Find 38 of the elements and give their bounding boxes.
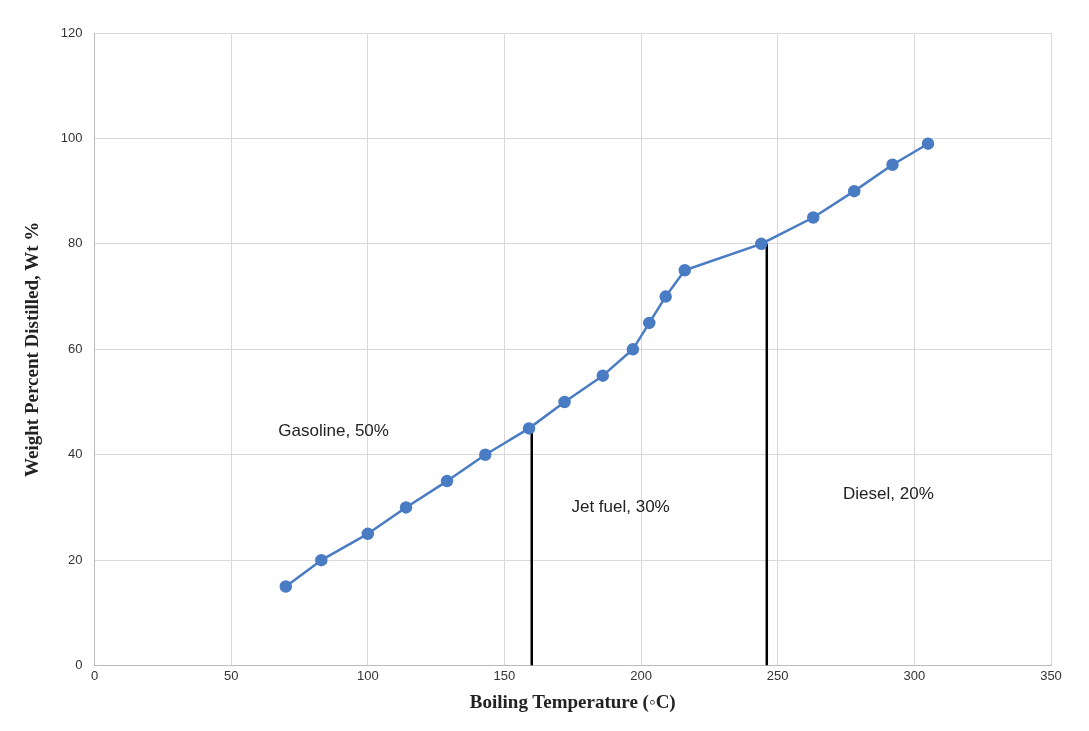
- point: [361, 527, 375, 541]
- annotation: Jet fuel, 30%: [571, 497, 670, 517]
- x-tick-label: 350: [1040, 667, 1062, 683]
- point: [626, 343, 640, 356]
- x-tick-label: 250: [766, 667, 789, 683]
- x-tick-label: 100: [356, 667, 379, 683]
- x-tick-label: 50: [223, 667, 239, 683]
- x-axis-title: Boiling Temperature (◦C): [469, 690, 676, 713]
- annotation: Diesel, 20%: [843, 484, 934, 504]
- x-tick-label: 0: [90, 667, 99, 683]
- y-tick-label: 100: [60, 130, 83, 146]
- y-tick-label: 40: [68, 446, 83, 462]
- point: [558, 395, 571, 409]
- point: [847, 184, 861, 198]
- point: [399, 501, 413, 514]
- y-tick-label: 80: [68, 235, 83, 251]
- point: [479, 448, 492, 461]
- point: [440, 474, 454, 488]
- y-tick-label: 60: [68, 340, 83, 356]
- point: [921, 137, 935, 150]
- y-tick-label: 0: [75, 657, 83, 673]
- point: [596, 369, 610, 382]
- x-tick-label: 150: [493, 667, 516, 683]
- point: [806, 211, 820, 224]
- point: [678, 263, 692, 277]
- y-tick-label: 120: [60, 24, 83, 40]
- x-tick-label: 300: [903, 667, 926, 683]
- point: [755, 237, 768, 251]
- point: [315, 553, 328, 567]
- point: [886, 158, 899, 172]
- annotation: Gasoline, 50%: [278, 421, 389, 441]
- point: [659, 290, 672, 303]
- x-tick-label: 200: [630, 667, 652, 683]
- point: [643, 316, 656, 330]
- y-tick-label: 20: [68, 551, 83, 567]
- y-axis-title: Weight Percent Distilled, Wt %: [21, 221, 43, 477]
- point: [522, 422, 536, 435]
- point: [279, 580, 293, 593]
